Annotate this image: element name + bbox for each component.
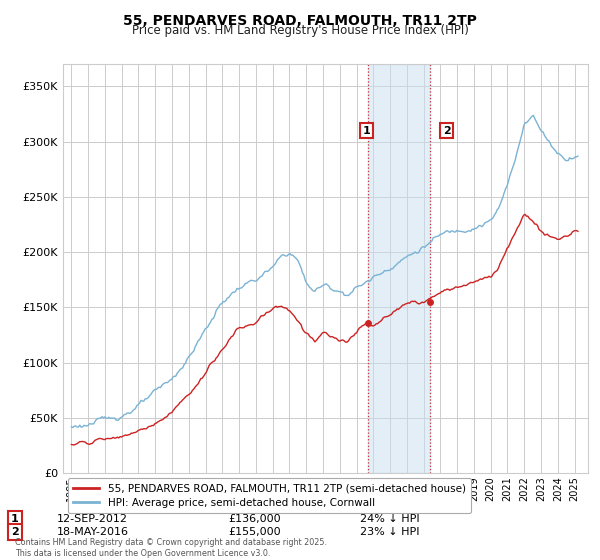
Bar bbox=[368, 64, 430, 473]
Text: 2: 2 bbox=[443, 125, 451, 136]
Text: 1: 1 bbox=[11, 514, 19, 524]
Text: 1: 1 bbox=[363, 125, 370, 136]
Text: 24% ↓ HPI: 24% ↓ HPI bbox=[360, 514, 419, 524]
Text: Contains HM Land Registry data © Crown copyright and database right 2025.
This d: Contains HM Land Registry data © Crown c… bbox=[15, 538, 327, 558]
Text: Price paid vs. HM Land Registry's House Price Index (HPI): Price paid vs. HM Land Registry's House … bbox=[131, 24, 469, 37]
Text: £136,000: £136,000 bbox=[228, 514, 281, 524]
Text: £155,000: £155,000 bbox=[228, 527, 281, 537]
Text: 55, PENDARVES ROAD, FALMOUTH, TR11 2TP: 55, PENDARVES ROAD, FALMOUTH, TR11 2TP bbox=[123, 14, 477, 28]
Legend: 55, PENDARVES ROAD, FALMOUTH, TR11 2TP (semi-detached house), HPI: Average price: 55, PENDARVES ROAD, FALMOUTH, TR11 2TP (… bbox=[68, 478, 471, 513]
Text: 18-MAY-2016: 18-MAY-2016 bbox=[57, 527, 129, 537]
Text: 23% ↓ HPI: 23% ↓ HPI bbox=[360, 527, 419, 537]
Text: 2: 2 bbox=[11, 527, 19, 537]
Text: 12-SEP-2012: 12-SEP-2012 bbox=[57, 514, 128, 524]
